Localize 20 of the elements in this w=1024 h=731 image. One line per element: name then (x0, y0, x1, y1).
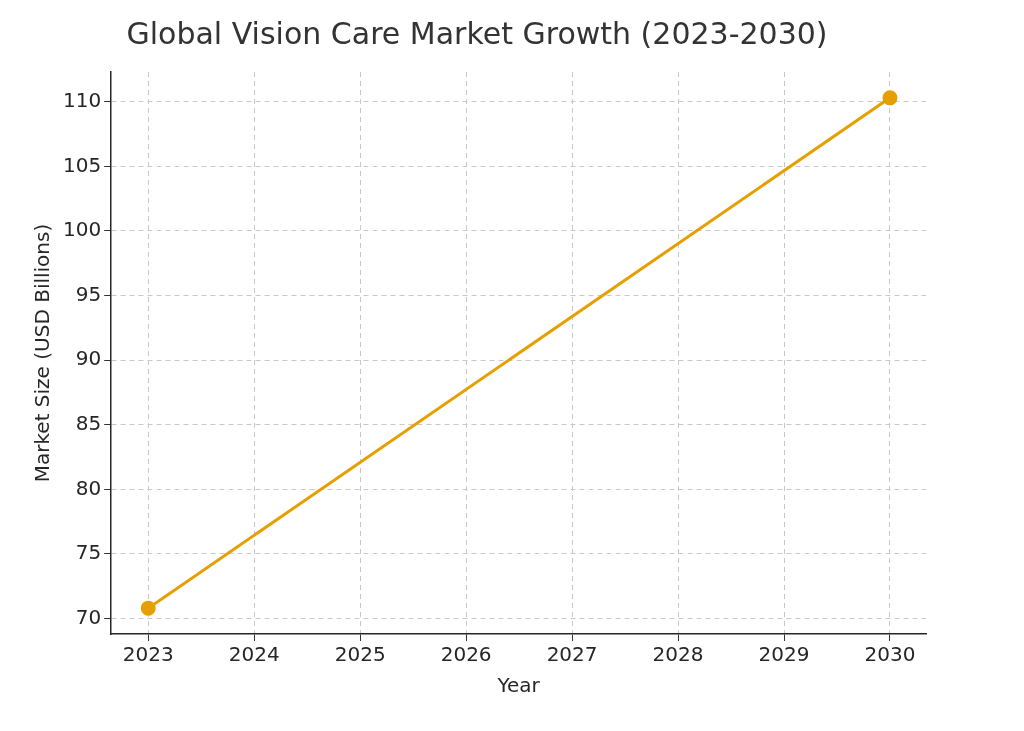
y-tick-label: 90 (75, 346, 102, 371)
y-tick-label: 75 (75, 540, 102, 565)
y-tick-label: 95 (75, 281, 102, 306)
y-tick-label: 105 (62, 152, 102, 177)
x-tick-label: 2029 (758, 642, 810, 667)
y-tick-label: 85 (75, 410, 102, 435)
y-tick-label: 80 (75, 475, 102, 500)
x-tick-label: 2027 (546, 642, 598, 667)
x-tick-label: 2024 (228, 642, 280, 667)
x-tick-label: 2026 (440, 642, 492, 667)
chart-title: Global Vision Care Market Growth (2023-2030) (126, 15, 828, 51)
x-tick-label: 2028 (652, 642, 704, 667)
x-axis-title: Year (496, 673, 541, 698)
x-tick-label: 2030 (864, 642, 916, 667)
y-tick-label: 100 (62, 217, 102, 242)
y-tick-label: 70 (75, 604, 102, 629)
x-tick-label: 2025 (334, 642, 386, 667)
y-tick-label: 110 (62, 87, 102, 112)
x-tick-label: 2023 (122, 642, 174, 667)
y-axis-title: Market Size (USD Billions) (30, 223, 55, 483)
